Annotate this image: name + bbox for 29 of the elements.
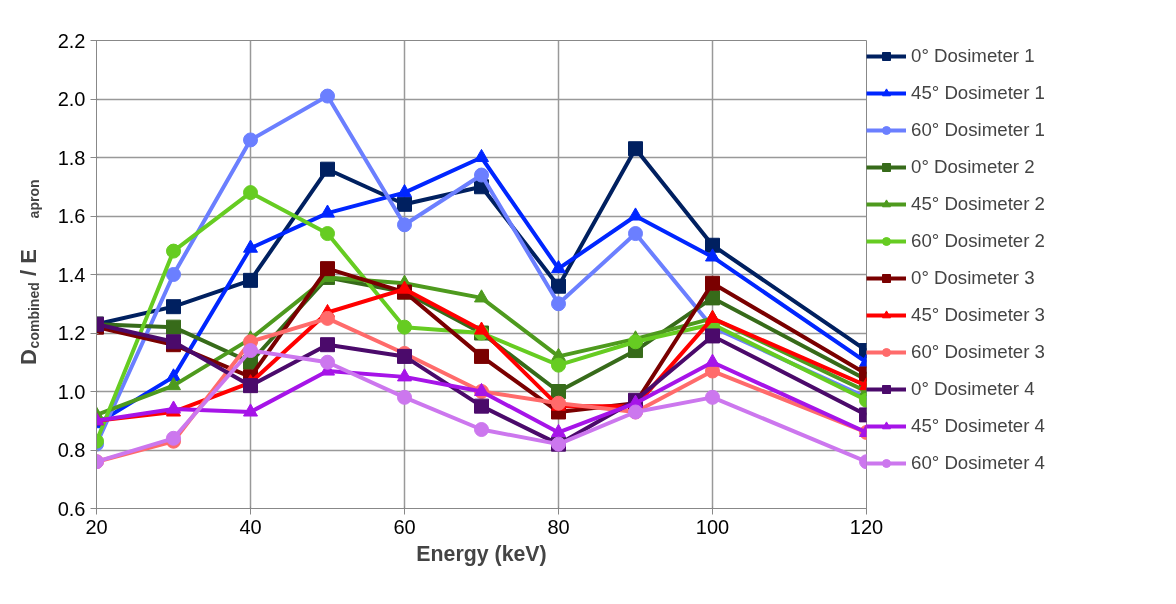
legend-label: 0° Dosimeter 4 [911,377,1035,401]
legend-label: 45° Dosimeter 2 [911,192,1045,216]
legend-label: 60° Dosimeter 4 [911,451,1045,475]
y-tick-label: 1.8 [57,146,86,169]
y-tick-label: 1.6 [57,205,86,227]
x-tick-label: 40 [239,515,262,538]
legend-label: 0° Dosimeter 1 [911,44,1035,68]
y-tick-label: 2.0 [57,88,86,110]
x-axis-title: Energy (keV) [416,541,547,566]
legend-label: 45° Dosimeter 4 [911,414,1045,438]
legend-label: 0° Dosimeter 2 [911,155,1035,179]
x-tick-label: 80 [547,515,570,538]
legend-label: 45° Dosimeter 1 [911,81,1045,105]
y-tick-label: 0.8 [57,439,86,461]
y-tick-label: 1.4 [57,263,86,286]
y-tick-label: 1.2 [57,322,86,344]
legend-label: 60° Dosimeter 2 [911,229,1045,253]
x-tick-label: 60 [393,515,416,538]
y-tick-label: 0.6 [57,497,86,520]
text: Dcombined / Eapron [16,179,42,366]
legend-label: 60° Dosimeter 1 [911,118,1045,142]
x-tick-label: 20 [85,515,108,538]
legend-label: 0° Dosimeter 3 [911,266,1035,290]
legend-label: 45° Dosimeter 3 [911,303,1045,327]
legend-label: 60° Dosimeter 3 [911,340,1045,364]
y-tick-label: 1.0 [57,380,86,403]
x-tick-label: 100 [695,515,730,538]
x-tick-label: 120 [849,515,884,538]
y-tick-label: 2.2 [57,29,86,52]
